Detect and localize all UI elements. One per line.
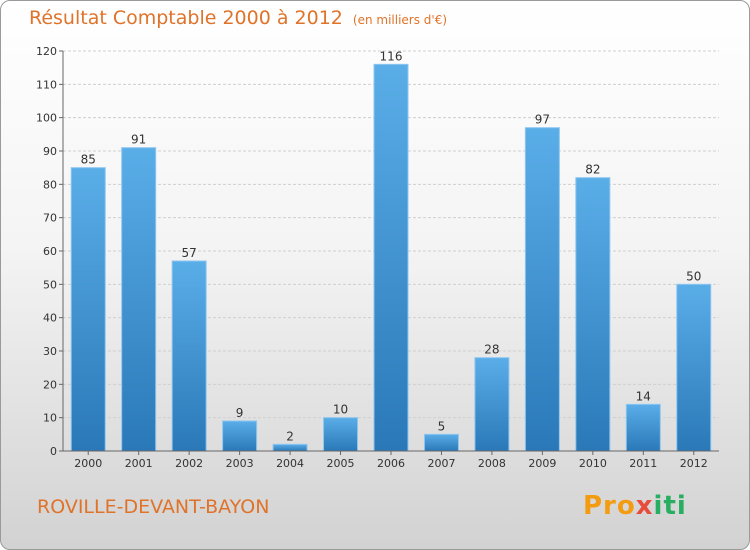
y-tick-label: 120 [36,45,57,58]
subtitle-text: (en milliers d'€) [352,13,448,27]
y-tick-label: 100 [36,112,57,125]
x-axis: 2000 2001 2002 2003 2004 2005 2006 2007 2008 2009… [63,450,719,470]
data-label-2004: 2 [286,429,294,443]
x-tick-label-2003: 2003 [226,457,254,470]
chart-title: Résultat Comptable 2000 à 2012 (en millie… [29,7,447,29]
bar-2012 [676,283,712,452]
data-label-2012: 50 [686,269,701,283]
x-tick-label-2006: 2006 [377,457,405,470]
x-tick-label-2011: 2011 [629,457,657,470]
x-tick-label-2004: 2004 [276,457,304,470]
x-tick-label-2001: 2001 [125,457,153,470]
y-tick-label: 10 [43,412,57,425]
y-tick-label: 60 [43,245,57,258]
logo-part-2: x [635,491,654,521]
data-label-2001: 91 [131,133,146,147]
location-label: ROVILLE-DEVANT-BAYON [37,496,270,518]
x-tick-label-2009: 2009 [528,457,556,470]
data-label-2007: 5 [438,419,446,433]
x-tick-label-2005: 2005 [327,457,355,470]
x-tick-label-2012: 2012 [680,457,708,470]
y-tick-label: 30 [43,345,57,358]
x-tick-label-2007: 2007 [427,457,455,470]
x-tick-label-2002: 2002 [175,457,203,470]
bar-2003 [222,420,258,452]
bar-2006 [373,63,409,452]
y-tick-label: 70 [43,212,57,225]
bar-2007 [423,433,459,452]
y-tick-label: 110 [36,78,57,91]
data-label-2005: 10 [333,403,348,417]
data-label-2008: 28 [484,343,499,357]
data-label-2003: 9 [236,406,244,420]
data-label-2000: 85 [81,153,96,167]
data-label-2011: 14 [636,389,651,403]
x-tick-label-2000: 2000 [74,457,102,470]
logo-part-1: Pro [583,491,636,521]
y-tick-label: 50 [43,278,57,291]
bar-2008 [474,357,510,452]
title-text: Résultat Comptable 2000 à 2012 [29,7,343,29]
y-axis: 0 10 20 30 40 50 60 70 80 90 100 110 120 [36,45,64,458]
bar-2010 [575,177,611,452]
y-tick-label: 0 [50,445,57,458]
data-label-2010: 82 [585,163,600,177]
data-label-2006: 116 [380,49,403,63]
bar-2001 [121,147,157,452]
bar-2000 [70,167,106,452]
y-tick-label: 40 [43,312,57,325]
bar-2011 [625,403,661,452]
bar-2009 [524,127,560,452]
bar-2004 [272,443,308,452]
data-label-2009: 97 [535,113,550,127]
bar-2002 [171,260,207,452]
y-tick-label: 80 [43,178,57,191]
y-tick-label: 90 [43,145,57,158]
proxiti-logo: Proxiti [583,491,687,521]
logo-part-3: iti [653,491,687,521]
data-label-2002: 57 [182,246,197,260]
bar-2005 [323,417,359,452]
y-tick-label: 20 [43,378,57,391]
x-tick-label-2008: 2008 [478,457,506,470]
x-tick-label-2010: 2010 [579,457,607,470]
bars: 85 91 57 9 2 10 116 5 28 97 82 14 50 [70,49,712,452]
